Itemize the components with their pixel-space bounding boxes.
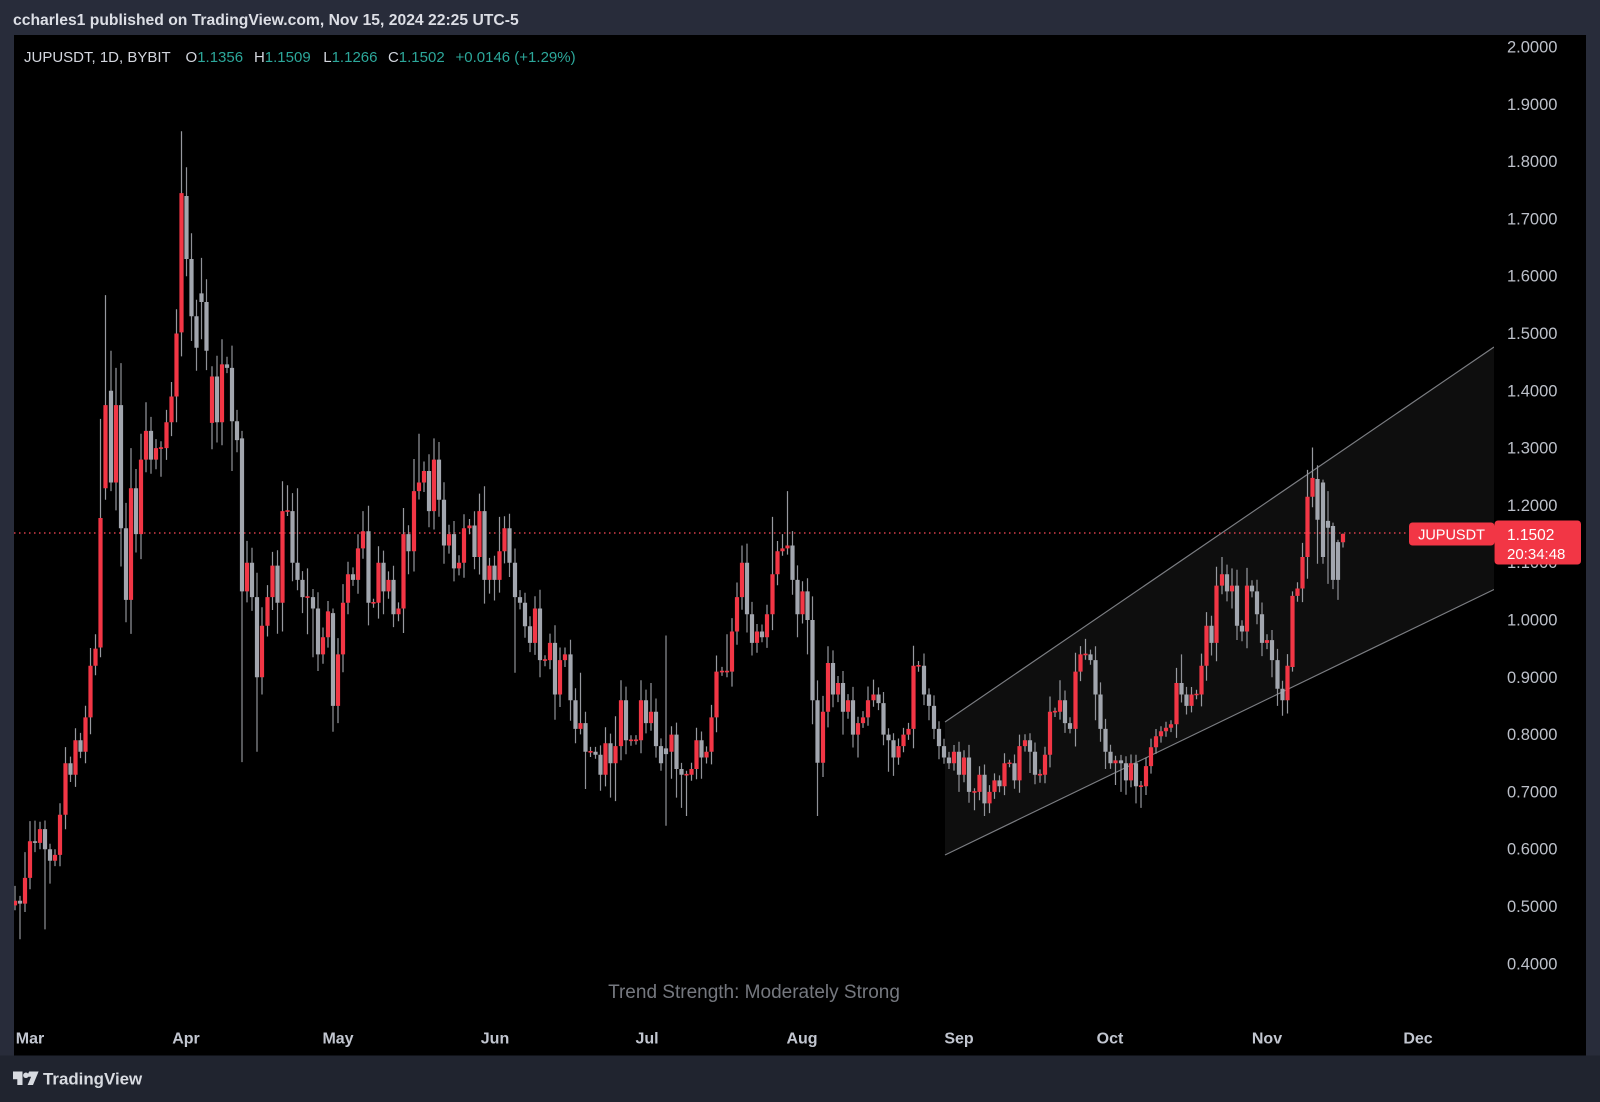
svg-text:Mar: Mar [16,1031,44,1048]
svg-text:O: O [186,49,198,66]
svg-text:1.0000: 1.0000 [1507,612,1557,630]
svg-text:Trend Strength: Moderately Str: Trend Strength: Moderately Strong [608,982,900,1003]
svg-text:JUPUSDT, 1D, BYBIT: JUPUSDT, 1D, BYBIT [24,49,171,66]
svg-text:ccharles1 published on Trading: ccharles1 published on TradingView.com, … [13,12,519,29]
svg-text:Dec: Dec [1403,1031,1432,1048]
svg-text:H: H [254,49,265,66]
svg-text:1.1502: 1.1502 [399,49,445,66]
svg-text:2.0000: 2.0000 [1507,39,1557,57]
svg-text:+0.0146 (+1.29%): +0.0146 (+1.29%) [456,49,576,66]
svg-text:1.1509: 1.1509 [265,49,311,66]
svg-text:JUPUSDT: JUPUSDT [1418,528,1485,544]
svg-text:1.1266: 1.1266 [332,49,378,66]
svg-text:1.5000: 1.5000 [1507,325,1557,343]
svg-text:1.1356: 1.1356 [197,49,243,66]
svg-text:Jul: Jul [635,1031,658,1048]
svg-text:May: May [322,1031,353,1048]
svg-text:Jun: Jun [481,1031,509,1048]
svg-text:1.4000: 1.4000 [1507,382,1557,400]
svg-text:20:34:48: 20:34:48 [1507,546,1565,563]
svg-text:0.7000: 0.7000 [1507,783,1557,801]
svg-text:Oct: Oct [1097,1031,1124,1048]
svg-text:Sep: Sep [944,1031,974,1048]
svg-text:TradingView: TradingView [43,1070,143,1089]
svg-text:Apr: Apr [172,1031,200,1048]
svg-text:0.6000: 0.6000 [1507,841,1557,859]
svg-text:Aug: Aug [786,1031,817,1048]
svg-text:0.9000: 0.9000 [1507,669,1557,687]
svg-text:0.5000: 0.5000 [1507,898,1557,916]
svg-text:1.3000: 1.3000 [1507,440,1557,458]
svg-text:C: C [388,49,399,66]
svg-text:1.2000: 1.2000 [1507,497,1557,515]
svg-text:0.4000: 0.4000 [1507,955,1557,973]
svg-text:1.8000: 1.8000 [1507,153,1557,171]
svg-text:1.1502: 1.1502 [1507,527,1554,544]
svg-text:1.6000: 1.6000 [1507,268,1557,286]
svg-text:1.9000: 1.9000 [1507,96,1557,114]
svg-text:0.8000: 0.8000 [1507,726,1557,744]
svg-text:Nov: Nov [1252,1031,1282,1048]
svg-text:L: L [323,49,331,66]
svg-text:1.7000: 1.7000 [1507,210,1557,228]
